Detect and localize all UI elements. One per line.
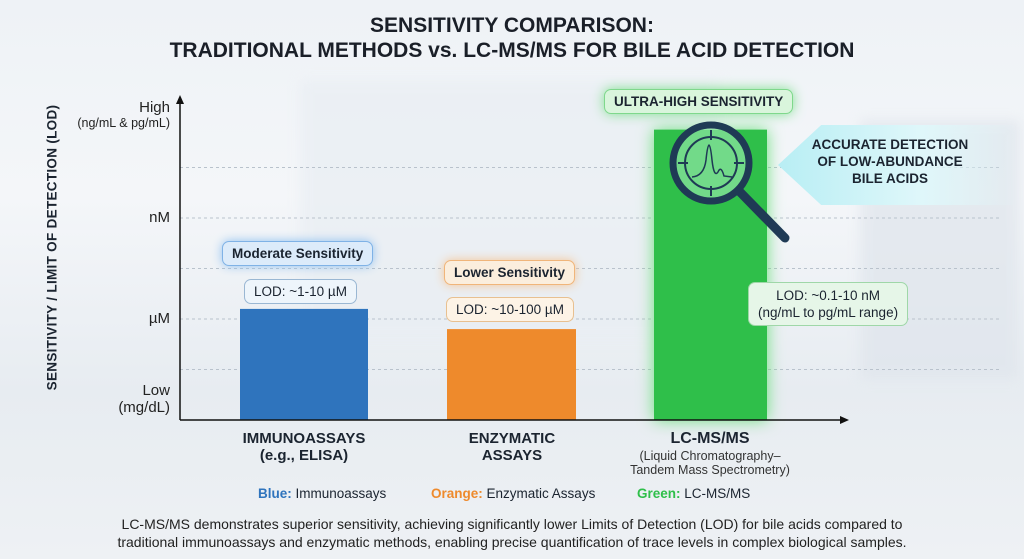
- x-axis-arrow-icon: [840, 416, 849, 424]
- y-tick-label: High (ng/mL & pg/mL): [77, 98, 170, 130]
- badge-ultra-high-sensitivity: ULTRA-HIGH SENSITIVITY: [604, 89, 794, 114]
- title-line-1: SENSITIVITY COMPARISON:: [370, 14, 654, 37]
- legend-item-green: Green: LC-MS/MS: [637, 486, 751, 501]
- annotation-text: ACCURATE DETECTION OF LOW-ABUNDANCE BILE A…: [811, 137, 969, 186]
- legend-item-blue: Blue: Immunoassays: [258, 486, 387, 501]
- lod-lcmsms: LOD: ~0.1-10 nM (ng/mL to pg/mL range): [748, 282, 909, 326]
- category-label-lcmsms: LC-MS/MS (Liquid Chromatography–Tandem Ma…: [630, 430, 790, 477]
- bar-enzymatic: [447, 329, 576, 420]
- title-line-2: TRADITIONAL METHODS vs. LC-MS/MS FOR BIL…: [169, 39, 855, 62]
- y-axis-arrow-icon: [176, 95, 184, 104]
- lod-immunoassays: LOD: ~1-10 µM: [244, 279, 357, 304]
- annotation-arrow: [778, 125, 1018, 205]
- category-label-immunoassays: IMMUNOASSAYS (e.g., ELISA): [242, 430, 366, 464]
- bar-immunoassays: [240, 308, 368, 420]
- category-label-enzymatic: ENZYMATIC ASSAYS: [468, 430, 556, 464]
- y-tick-label: µM: [148, 310, 170, 327]
- lod-enzymatic: LOD: ~10-100 µM: [446, 297, 574, 322]
- lod-lcmsms-line-1: LOD: ~0.1-10 nM: [776, 288, 880, 303]
- y-tick-label: nM: [149, 209, 170, 226]
- background-lab: [300, 80, 720, 340]
- y-tick-label: Low (mg/dL): [118, 381, 170, 416]
- badge-moderate-sensitivity: Moderate Sensitivity: [222, 241, 374, 266]
- legend-item-orange: Orange: Enzymatic Assays: [431, 486, 596, 501]
- footnote: LC-MS/MS demonstrates superior sensitivi…: [117, 516, 907, 550]
- lod-lcmsms-line-2: (ng/mL to pg/mL range): [758, 305, 899, 320]
- badge-lower-sensitivity: Lower Sensitivity: [444, 260, 576, 285]
- bar-lcmsms: [654, 129, 767, 420]
- chart-title: SENSITIVITY COMPARISON: TRADITIONAL METHO…: [0, 13, 1024, 63]
